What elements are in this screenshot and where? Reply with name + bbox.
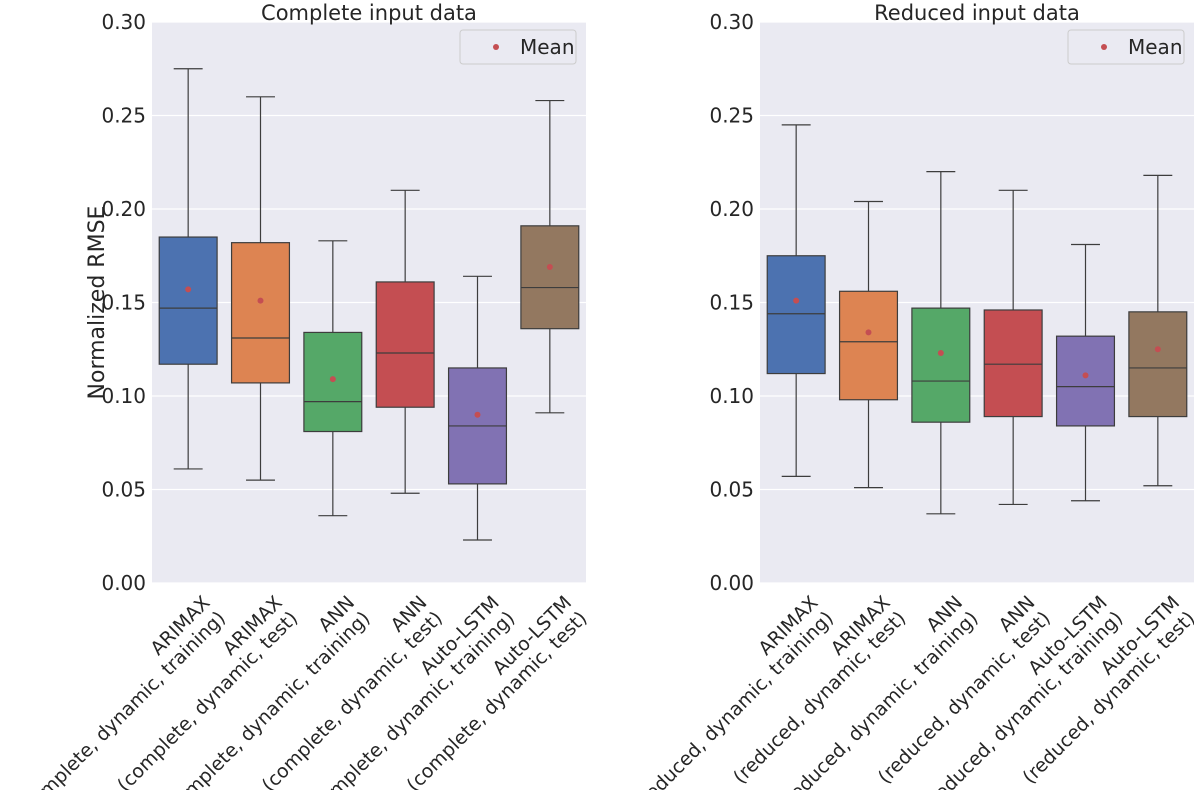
- legend-marker: [493, 44, 499, 50]
- mean-marker: [866, 329, 872, 335]
- legend: Mean: [460, 30, 576, 64]
- box-body: [159, 237, 217, 364]
- x-tick-label: ARIMAX(reduced, dynamic, training): [615, 592, 838, 790]
- y-tick-label: 0.30: [101, 10, 146, 34]
- box-body: [232, 243, 290, 383]
- box-body: [1129, 312, 1187, 417]
- chart-panel-reduced: 0.00 0.05 0.10 0.15 0.20 0.25 0.30 Reduced inpu…: [615, 1, 1194, 790]
- mean-marker: [1010, 341, 1016, 347]
- y-tick-label: 0.00: [101, 571, 146, 595]
- box-body: [984, 310, 1042, 417]
- x-tick-label: ARIMAX(complete, dynamic, training): [0, 592, 230, 790]
- mean-marker: [793, 298, 799, 304]
- y-axis-label: Normalized RMSE: [85, 206, 110, 400]
- y-tick-label: 0.05: [709, 478, 754, 502]
- mean-marker: [258, 298, 264, 304]
- y-tick-label: 0.25: [709, 104, 754, 128]
- box-body: [767, 256, 825, 374]
- y-tick-label: 0.20: [709, 197, 754, 221]
- box-body: [521, 226, 579, 329]
- mean-marker: [330, 376, 336, 382]
- chart-title: Reduced input data: [874, 1, 1080, 25]
- box-body: [376, 282, 434, 407]
- legend-marker: [1101, 44, 1107, 50]
- chart-panel-complete: 0.000.050.100.150.200.250.30 Complete inp…: [0, 1, 592, 790]
- box-body: [1057, 336, 1115, 426]
- y-tick-label: 0.00: [709, 571, 754, 595]
- box-body: [912, 308, 970, 422]
- mean-marker: [1083, 372, 1089, 378]
- y-tick-label: 0.10: [709, 384, 754, 408]
- mean-marker: [475, 412, 481, 418]
- chart-title: Complete input data: [261, 1, 477, 25]
- mean-marker: [185, 286, 191, 292]
- y-tick-label: 0.15: [709, 291, 754, 315]
- box-body: [840, 291, 898, 399]
- mean-marker: [402, 326, 408, 332]
- mean-marker: [547, 264, 553, 270]
- legend-label: Mean: [520, 35, 575, 59]
- y-tick-label: 0.30: [709, 10, 754, 34]
- mean-marker: [1155, 346, 1161, 352]
- legend: Mean: [1068, 30, 1184, 64]
- y-tick-label: 0.05: [101, 478, 146, 502]
- y-tick-label: 0.25: [101, 104, 146, 128]
- legend-label: Mean: [1128, 35, 1183, 59]
- mean-marker: [938, 350, 944, 356]
